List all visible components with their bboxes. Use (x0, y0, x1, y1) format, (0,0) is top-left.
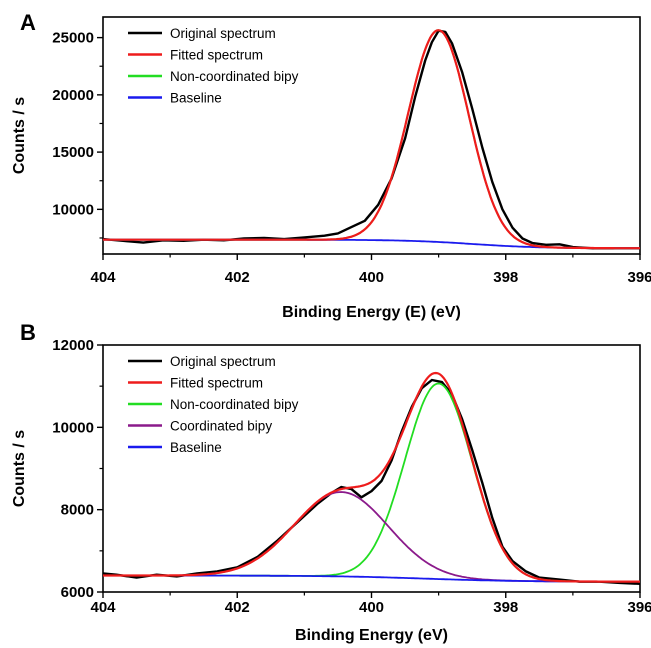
series-coordinated-bipy (103, 491, 640, 583)
x-axis-title: Binding Energy (eV) (295, 627, 448, 644)
x-tick-label: 396 (627, 599, 651, 616)
legend-label: Non-coordinated bipy (170, 397, 299, 412)
y-axis-title: Counts / s (11, 97, 28, 174)
panel-letter: A (20, 10, 36, 35)
y-axis-title: Counts / s (11, 430, 28, 507)
legend-label: Non-coordinated bipy (170, 69, 299, 84)
x-axis-title: Binding Energy (E) (eV) (282, 304, 461, 321)
x-tick-label: 404 (90, 269, 116, 286)
series-fitted-spectrum (103, 371, 640, 583)
legend-label: Baseline (170, 440, 222, 455)
y-tick-label: 10000 (52, 419, 94, 436)
y-tick-label: 20000 (52, 87, 94, 104)
data-layer (103, 371, 640, 585)
x-tick-label: 404 (90, 599, 116, 616)
x-tick-label: 402 (225, 599, 250, 616)
x-tick-label: 396 (627, 269, 651, 286)
panel-b: B 404 402 400 398 396 6000 8000 10000 12000 Bindin… (11, 320, 651, 644)
legend-label: Fitted spectrum (170, 48, 263, 63)
y-tick-label: 15000 (52, 144, 94, 161)
x-tick-label: 398 (493, 269, 518, 286)
panel-letter: B (20, 320, 36, 345)
x-tick-label: 402 (225, 269, 250, 286)
legend-label: Baseline (170, 91, 222, 106)
series-original-spectrum (103, 29, 640, 250)
series-non-coordinated-bipy (103, 29, 640, 250)
y-tick-label: 6000 (61, 584, 94, 601)
y-tick-label: 8000 (61, 502, 94, 519)
panel-a: A 404 402 400 398 396 10000 15000 20000 25000 Bind… (11, 10, 651, 321)
legend-label: Coordinated bipy (170, 419, 272, 434)
y-tick-label: 10000 (52, 201, 94, 218)
x-tick-label: 398 (493, 599, 518, 616)
legend-label: Fitted spectrum (170, 376, 263, 391)
legend-label: Original spectrum (170, 354, 276, 369)
y-tick-label: 12000 (52, 337, 94, 354)
x-tick-label: 400 (359, 599, 384, 616)
data-layer (103, 29, 640, 250)
y-tick-label: 25000 (52, 30, 94, 47)
x-tick-label: 400 (359, 269, 384, 286)
legend-label: Original spectrum (170, 26, 276, 41)
series-fitted-spectrum (103, 29, 640, 250)
